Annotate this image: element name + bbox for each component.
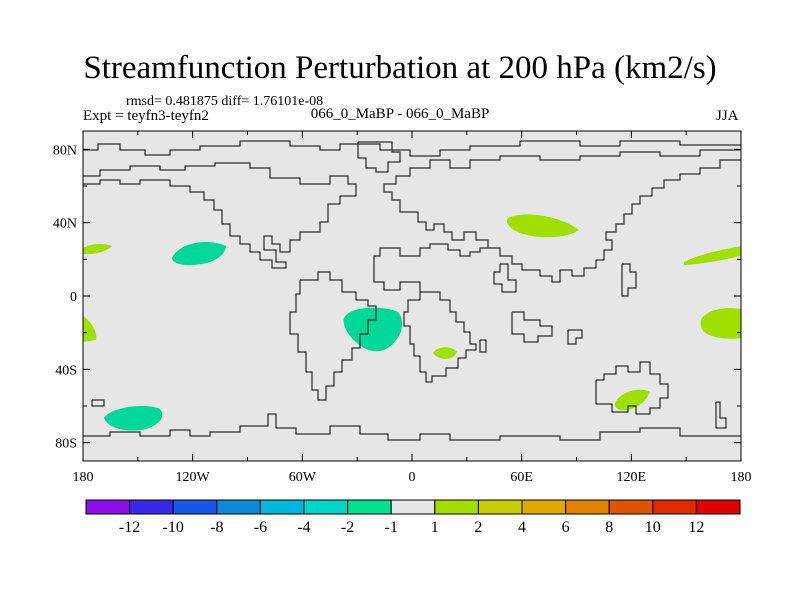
positive-anomaly-region bbox=[433, 347, 457, 359]
coastline bbox=[83, 413, 741, 441]
positive-anomaly-region bbox=[506, 214, 579, 238]
chart-title: Streamfunction Perturbation at 200 hPa (… bbox=[83, 50, 717, 86]
coastline bbox=[373, 211, 489, 383]
coastline bbox=[493, 263, 517, 293]
colorbar-label: 8 bbox=[605, 519, 613, 536]
coastline bbox=[479, 339, 487, 353]
positive-anomaly-region bbox=[614, 389, 650, 411]
colorbar-swatch bbox=[259, 499, 305, 515]
x-tick-label: 60W bbox=[289, 470, 317, 485]
x-tick-label: 0 bbox=[409, 470, 416, 485]
colorbar-label: -8 bbox=[210, 519, 223, 536]
colorbar-label: 10 bbox=[645, 519, 661, 536]
experiment-label: Expt = teyfn3-teyfn2 bbox=[83, 108, 209, 124]
colorbar-swatch bbox=[303, 499, 349, 515]
colorbar-label: -6 bbox=[254, 519, 267, 536]
y-tick-label: 80S bbox=[55, 437, 77, 452]
positive-anomaly-region bbox=[83, 243, 112, 255]
colorbar-label: 12 bbox=[688, 519, 704, 536]
colorbar-label: -2 bbox=[341, 519, 354, 536]
colorbar-swatch bbox=[565, 499, 610, 515]
x-tick-label: 60E bbox=[510, 470, 533, 485]
colorbar-label: -12 bbox=[119, 519, 140, 536]
x-tick-label: 120E bbox=[617, 470, 647, 485]
colorbar-label: -10 bbox=[163, 519, 184, 536]
coastline bbox=[595, 361, 669, 415]
positive-anomaly-region bbox=[700, 308, 741, 339]
plot-background bbox=[83, 131, 741, 461]
axis-ticks: 180 120W 60W 0 60E 120E 180 80N 40N 0 40S 80S bbox=[53, 131, 752, 485]
positive-anomaly-region bbox=[83, 316, 97, 342]
negative-anomaly-region bbox=[343, 307, 403, 352]
y-tick-label: 40S bbox=[55, 363, 77, 378]
coastline bbox=[289, 271, 377, 401]
colorbar-swatch bbox=[347, 499, 392, 515]
colorbar-swatch bbox=[390, 499, 436, 515]
coastlines bbox=[83, 140, 741, 441]
y-tick-label: 40N bbox=[53, 217, 77, 232]
coastline bbox=[83, 140, 741, 157]
colorbar-label: 6 bbox=[562, 519, 570, 536]
colorbar-label: -1 bbox=[385, 519, 398, 536]
coastline bbox=[83, 162, 357, 269]
season-label: JJA bbox=[716, 108, 739, 124]
coastline bbox=[383, 149, 741, 213]
colorbar: -12 -10 -8 -6 -4 -2 -1 1 2 4 6 8 10 12 bbox=[85, 499, 741, 536]
colorbar-label: -4 bbox=[297, 519, 310, 536]
x-tick-label: 180 bbox=[73, 470, 94, 485]
colorbar-label: 2 bbox=[474, 519, 482, 536]
positive-anomaly-region bbox=[684, 246, 741, 265]
colorbar-swatch bbox=[652, 499, 697, 515]
y-tick-label: 0 bbox=[70, 290, 77, 305]
coastline bbox=[567, 329, 583, 345]
colorbar-label: 1 bbox=[431, 519, 439, 536]
coastline bbox=[715, 401, 727, 429]
colorbar-swatch bbox=[172, 499, 218, 515]
colorbar-swatch bbox=[434, 499, 479, 515]
x-tick-label: 180 bbox=[731, 470, 752, 485]
colorbar-swatch bbox=[216, 499, 261, 515]
stats-label: rmsd= 0.481875 diff= 1.76101e-08 bbox=[126, 94, 324, 109]
coastline bbox=[488, 159, 741, 283]
colorbar-swatch bbox=[695, 499, 741, 515]
contour-fills bbox=[83, 214, 741, 431]
colorbar-swatch bbox=[85, 499, 131, 515]
coastline bbox=[357, 141, 401, 173]
negative-anomaly-region bbox=[104, 406, 163, 431]
y-tick-label: 80N bbox=[53, 143, 77, 158]
colorbar-swatch bbox=[608, 499, 654, 515]
coastline bbox=[91, 399, 105, 407]
colorbar-swatch bbox=[521, 499, 567, 515]
negative-anomaly-region bbox=[172, 241, 226, 266]
colorbar-swatch bbox=[129, 499, 174, 515]
colorbar-swatch bbox=[477, 499, 523, 515]
colorbar-label: 4 bbox=[518, 519, 526, 536]
x-tick-label: 120W bbox=[176, 470, 211, 485]
coastline bbox=[621, 263, 637, 297]
coastline bbox=[511, 311, 553, 343]
case-label: 066_0_MaBP - 066_0_MaBP bbox=[310, 106, 490, 122]
